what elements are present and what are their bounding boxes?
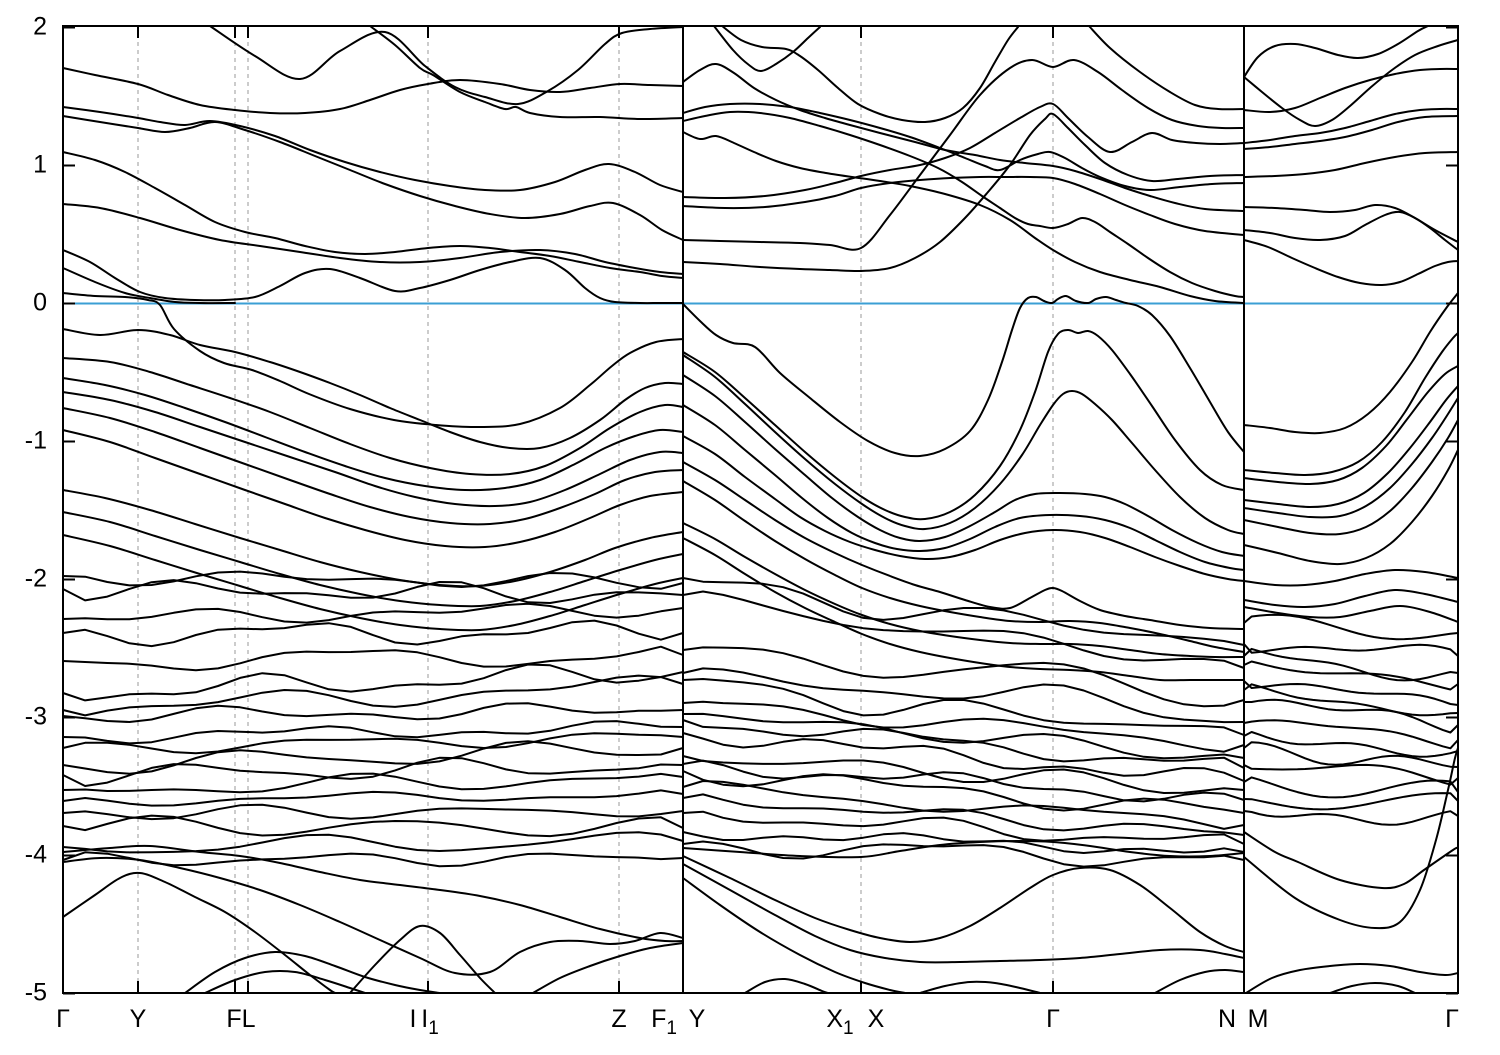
- svg-text:Γ: Γ: [1046, 1005, 1060, 1033]
- svg-text:Z: Z: [611, 1005, 626, 1033]
- svg-text:Γ: Γ: [56, 1005, 70, 1033]
- svg-text:-1: -1: [25, 427, 47, 455]
- svg-text:FL: FL: [226, 1005, 255, 1033]
- svg-text:M: M: [1248, 1005, 1269, 1033]
- svg-text:0: 0: [33, 289, 47, 317]
- svg-text:-2: -2: [25, 565, 47, 593]
- svg-text:I: I: [410, 1005, 417, 1033]
- svg-text:1: 1: [33, 151, 47, 179]
- svg-text:X: X: [868, 1005, 885, 1033]
- svg-text:-5: -5: [25, 979, 47, 1007]
- svg-text:Y: Y: [130, 1005, 147, 1033]
- svg-text:2: 2: [33, 13, 47, 41]
- svg-text:Γ: Γ: [1445, 1005, 1459, 1033]
- svg-text:N: N: [1218, 1005, 1236, 1033]
- svg-text:-3: -3: [25, 703, 47, 731]
- svg-text:-4: -4: [25, 841, 47, 869]
- svg-text:Y: Y: [689, 1005, 706, 1033]
